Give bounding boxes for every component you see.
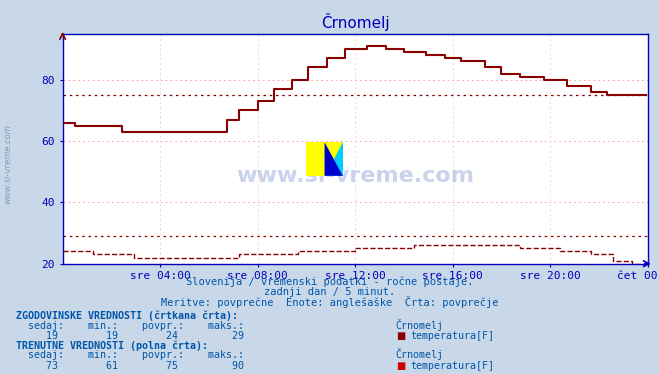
Text: ■: ■ bbox=[396, 331, 405, 341]
Text: sedaj:    min.:    povpr.:    maks.:: sedaj: min.: povpr.: maks.: bbox=[16, 350, 244, 360]
Title: Črnomelj: Črnomelj bbox=[321, 13, 389, 31]
Text: TRENUTNE VREDNOSTI (polna črta):: TRENUTNE VREDNOSTI (polna črta): bbox=[16, 340, 208, 350]
Polygon shape bbox=[306, 142, 343, 176]
Polygon shape bbox=[325, 142, 343, 176]
Text: Črnomelj: Črnomelj bbox=[395, 319, 444, 331]
Text: Meritve: povprečne  Enote: anglešaške  Črta: povprečje: Meritve: povprečne Enote: anglešaške Črt… bbox=[161, 296, 498, 308]
Text: www.si-vreme.com: www.si-vreme.com bbox=[236, 166, 474, 186]
Text: ■: ■ bbox=[396, 361, 405, 371]
Text: 73        61        75         90: 73 61 75 90 bbox=[16, 361, 244, 371]
Text: ZGODOVINSKE VREDNOSTI (črtkana črta):: ZGODOVINSKE VREDNOSTI (črtkana črta): bbox=[16, 310, 239, 321]
Text: temperatura[F]: temperatura[F] bbox=[410, 331, 494, 341]
Text: Črnomelj: Črnomelj bbox=[395, 348, 444, 360]
Text: Slovenija / vremenski podatki - ročne postaje.: Slovenija / vremenski podatki - ročne po… bbox=[186, 276, 473, 287]
Text: 19        19        24         29: 19 19 24 29 bbox=[16, 331, 244, 341]
Text: zadnji dan / 5 minut.: zadnji dan / 5 minut. bbox=[264, 288, 395, 297]
Text: sedaj:    min.:    povpr.:    maks.:: sedaj: min.: povpr.: maks.: bbox=[16, 321, 244, 331]
Polygon shape bbox=[325, 142, 343, 176]
Text: temperatura[F]: temperatura[F] bbox=[410, 361, 494, 371]
Text: www.si-vreme.com: www.si-vreme.com bbox=[3, 125, 13, 205]
